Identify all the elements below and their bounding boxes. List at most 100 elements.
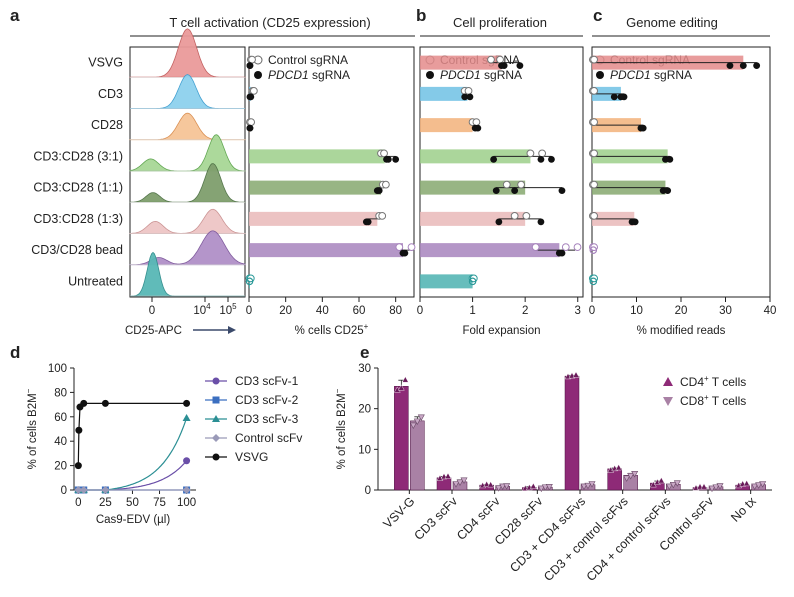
point-cd4 xyxy=(397,384,405,391)
point-control xyxy=(590,180,598,189)
point-cd8 xyxy=(584,482,592,490)
category-label: CD3 + CD4 scFvs xyxy=(507,494,588,575)
point-pdcd1 xyxy=(664,187,672,195)
y-tick-label: 20 xyxy=(54,461,67,473)
x-tick-label: 25 xyxy=(99,497,112,509)
point-pdcd1 xyxy=(589,246,598,254)
bar xyxy=(249,211,378,226)
legend-pdcd1-gene: PDCD1 xyxy=(440,68,481,82)
series-point xyxy=(183,399,191,407)
y-tick-label: 10 xyxy=(358,444,371,456)
point-pdcd1 xyxy=(537,218,545,226)
point-cd8 xyxy=(456,479,464,486)
series-line xyxy=(78,417,188,491)
y-tick-label: 80 xyxy=(54,387,67,399)
category-label: CD3 scFv xyxy=(411,494,460,543)
point-pdcd1 xyxy=(558,187,566,195)
legend-pdcd1-gene: PDCD1 xyxy=(268,68,309,82)
bar xyxy=(249,180,381,195)
point-pdcd1 xyxy=(474,124,482,132)
point-cd8 xyxy=(665,483,673,491)
point-cd4 xyxy=(444,472,452,479)
y-axis-label-sup: − xyxy=(24,388,33,393)
point-pdcd1 xyxy=(246,93,254,101)
point-control xyxy=(590,149,598,158)
x-axis-label-text: % modified reads xyxy=(637,325,726,337)
point-control xyxy=(502,180,511,189)
legend-sup: + xyxy=(704,374,709,383)
y-axis-label: % of cells B2M− xyxy=(24,388,39,469)
point-cd8 xyxy=(495,485,503,492)
flow-axis: 0 104 105 CD25-APC xyxy=(125,297,237,337)
bar-cd8 xyxy=(410,420,425,491)
point-cd8 xyxy=(755,482,763,489)
plot-frame xyxy=(248,46,415,298)
x-tick-label: 20 xyxy=(279,305,292,317)
point-control xyxy=(590,55,598,64)
legend-label-pdcd1: PDCD1 sgRNA xyxy=(268,68,350,82)
flow-histogram-7 xyxy=(129,230,246,266)
point-cd8 xyxy=(712,484,720,491)
series-point xyxy=(75,426,83,434)
legend-marker-cd8 xyxy=(663,397,673,406)
point-cd8 xyxy=(417,414,425,421)
series-point xyxy=(79,486,88,494)
bar-cd4 xyxy=(564,375,580,491)
legend-marker-pdcd1 xyxy=(596,71,604,79)
point-cd4 xyxy=(657,477,665,484)
series-point xyxy=(74,486,83,494)
x-tick-label: 20 xyxy=(675,305,688,317)
point-cd4 xyxy=(572,371,580,378)
legend-marker xyxy=(212,415,220,422)
x-tick-label: 30 xyxy=(719,305,732,317)
flow-tick-label-0: 0 xyxy=(149,305,155,317)
point-pdcd1 xyxy=(537,155,545,163)
legend-marker xyxy=(212,377,220,385)
flow-histogram-2 xyxy=(130,74,245,109)
y-axis-label: % of cells B2M− xyxy=(333,388,348,469)
plot-frame xyxy=(591,46,771,298)
point-pdcd1 xyxy=(401,249,409,257)
series-point xyxy=(101,486,110,494)
condition-labels: VSVG CD3 CD28 CD3:CD28 (3:1) CD3:CD28 (1:1) C… xyxy=(31,56,123,289)
legend-marker xyxy=(212,396,220,404)
legend-pdcd1-suffix: sgRNA xyxy=(481,68,522,82)
panel-d-line-chart: 0 20 40 60 80 100 0 25 50 75 100 Cas9-EDV (µl) % of … xyxy=(24,363,302,526)
x-tick-label: 0 xyxy=(589,305,595,317)
series-point xyxy=(74,462,82,470)
point-control xyxy=(510,211,519,220)
legend-label-pdcd1: PDCD1 sgRNA xyxy=(440,68,522,82)
point-control xyxy=(590,118,598,127)
bar xyxy=(420,86,468,101)
bar xyxy=(420,118,473,133)
panel-letter-e: e xyxy=(360,343,369,362)
bar xyxy=(420,55,502,70)
header-genome-editing: Genome editing xyxy=(626,15,718,30)
point-cd4 xyxy=(700,483,708,490)
y-axis-label-sup: − xyxy=(333,388,342,393)
x-tick-label: 40 xyxy=(764,305,777,317)
bar-cd4 xyxy=(394,386,409,491)
series-line xyxy=(78,460,188,491)
y-tick-label: 40 xyxy=(54,436,67,448)
point-control xyxy=(464,86,473,95)
legend-pdcd1-suffix: sgRNA xyxy=(651,68,692,82)
x-tick-label: 80 xyxy=(389,305,402,317)
point-pdcd1 xyxy=(631,218,639,226)
x-tick-label: 60 xyxy=(353,305,366,317)
panel-letter-c: c xyxy=(593,6,602,25)
legend-suffix: T cells xyxy=(709,375,747,389)
legend-label: CD3 scFv-2 xyxy=(235,393,299,407)
header-cell-proliferation: Cell proliferation xyxy=(453,15,547,30)
point-pdcd1 xyxy=(384,155,392,163)
point-control xyxy=(590,211,598,220)
series-point xyxy=(183,457,191,465)
x-tick-label: 100 xyxy=(177,497,196,509)
point-cd8 xyxy=(669,482,677,489)
point-pdcd1 xyxy=(364,218,372,226)
condition-label: CD3:CD28 (1:1) xyxy=(33,181,123,195)
legend-marker-pdcd1 xyxy=(254,71,262,79)
y-axis-label-text: % of cells B2M xyxy=(27,393,39,469)
point-pdcd1 xyxy=(461,93,469,101)
point-cd4 xyxy=(615,464,623,471)
